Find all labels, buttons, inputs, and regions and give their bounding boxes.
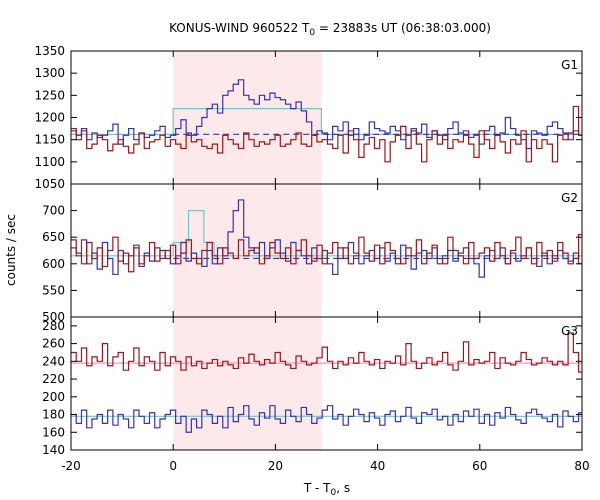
- series-blue-g3: [71, 405, 582, 433]
- y-tick-label: 1350: [34, 44, 65, 58]
- y-tick-label: 160: [42, 425, 65, 439]
- y-tick-label: 140: [42, 443, 65, 457]
- x-axis-label-main: T - T: [303, 481, 331, 495]
- panel-g2: 500 550 600 650 700 G2: [42, 183, 583, 324]
- y-tick-label: 1050: [34, 177, 65, 191]
- series-blue-g2: [71, 199, 582, 278]
- series-blue-g1: [71, 79, 582, 150]
- title-main: KONUS-WIND 960522 T: [169, 21, 310, 35]
- panel-g1: 1050 1100 1150 1200 1250 1300 1350 G1: [34, 44, 583, 191]
- y-tick-label: 550: [42, 283, 65, 297]
- svg-text:KONUS-WIND 960522 T0 = 23883s: KONUS-WIND 960522 T0 = 23883s UT (06:38:…: [169, 21, 491, 38]
- model-line-cyan: [71, 210, 582, 257]
- y-tick-label: 260: [42, 337, 65, 351]
- y-tick-label: 1200: [34, 111, 65, 125]
- y-tick-label: 1300: [34, 66, 65, 80]
- x-tick-label: 60: [472, 459, 487, 473]
- y-tick-label: 1150: [34, 133, 65, 147]
- title-subscript: 0: [309, 28, 315, 38]
- highlight-region: [173, 51, 322, 184]
- y-tick-label: 650: [42, 230, 65, 244]
- y-tick-label: 240: [42, 354, 65, 368]
- series-red-g2: [71, 233, 582, 273]
- y-tick-label: 600: [42, 257, 65, 271]
- x-tick-label: -20: [61, 459, 81, 473]
- plot-panels: 1050110011501200125013001350G15005506006…: [34, 44, 589, 473]
- panel-label-g1: G1: [561, 58, 578, 72]
- highlight-region: [173, 317, 322, 450]
- y-tick-label: 1250: [34, 88, 65, 102]
- x-tick-label: 0: [169, 459, 177, 473]
- x-tick-label: 80: [574, 459, 589, 473]
- y-tick-label: 700: [42, 204, 65, 218]
- panel-label-g2: G2: [561, 191, 578, 205]
- panel-series-group: [71, 332, 582, 433]
- y-tick-label: 180: [42, 408, 65, 422]
- y-tick-label: 1100: [34, 155, 65, 169]
- title-rest: = 23883s UT (06:38:03.000): [315, 21, 491, 35]
- x-axis-label-rest: , s: [336, 481, 350, 495]
- x-tick-label: 20: [268, 459, 283, 473]
- x-axis-label-subscript: 0: [331, 488, 337, 498]
- x-tick-label: 40: [370, 459, 385, 473]
- series-red-g1: [71, 105, 582, 163]
- x-axis-label: T - T0, s: [303, 481, 350, 498]
- y-tick-label: 280: [42, 319, 65, 333]
- panel-series-group: [71, 79, 582, 163]
- chart-title: KONUS-WIND 960522 T0 = 23883s UT (06:38:…: [169, 21, 491, 38]
- panel-g3: 140 160 180 200 220 240 260 280 G3: [42, 316, 583, 457]
- panel-frame: [70, 316, 583, 451]
- y-tick-label: 200: [42, 390, 65, 404]
- panel-label-g3: G3: [561, 324, 578, 338]
- y-tick-label: 220: [42, 372, 65, 386]
- y-axis-label: counts / sec: [4, 214, 18, 286]
- y-tick-label: 500: [42, 310, 65, 324]
- series-red-g3: [71, 332, 582, 373]
- panel-series-group: [71, 199, 582, 278]
